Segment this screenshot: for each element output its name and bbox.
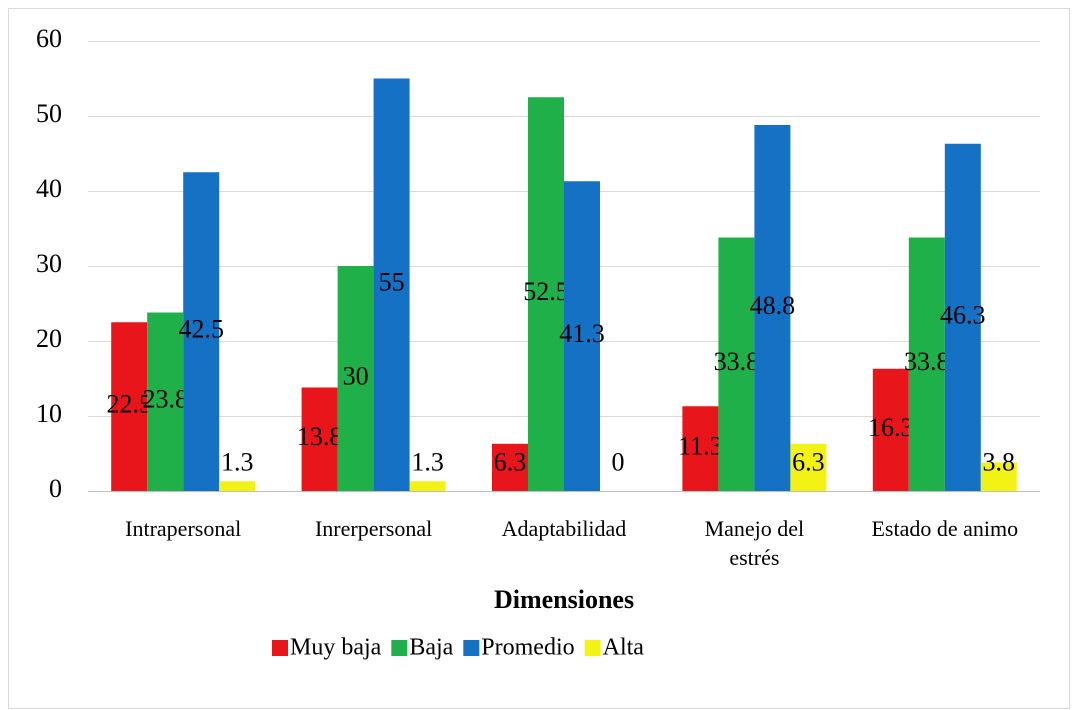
value-label: 11.3 bbox=[678, 432, 723, 461]
x-tick-label: Adaptabilidad bbox=[502, 516, 627, 541]
legend-swatch bbox=[272, 640, 288, 656]
legend-label: Muy baja bbox=[290, 635, 382, 661]
bar bbox=[944, 143, 981, 491]
bar bbox=[872, 368, 909, 491]
bar bbox=[754, 125, 791, 491]
x-tick-label-line: Estado de animo bbox=[871, 516, 1018, 541]
y-tick-label: 10 bbox=[36, 399, 62, 428]
value-label: 0 bbox=[612, 448, 625, 477]
legend-swatch bbox=[584, 640, 601, 656]
x-tick-label: Manejo del estrés bbox=[705, 516, 805, 570]
value-label: 13.8 bbox=[297, 422, 343, 451]
y-tick-label: 0 bbox=[49, 474, 62, 503]
bar bbox=[219, 481, 256, 491]
legend-label: Alta bbox=[603, 635, 645, 661]
value-label: 23.8 bbox=[142, 385, 188, 414]
y-tick-label: 60 bbox=[36, 24, 62, 53]
bar bbox=[980, 462, 1017, 491]
y-tick-label: 40 bbox=[36, 174, 62, 203]
bar bbox=[908, 237, 945, 491]
bar bbox=[373, 78, 410, 491]
value-label: 46.3 bbox=[940, 300, 986, 329]
bar bbox=[790, 443, 827, 491]
value-label: 33.8 bbox=[714, 347, 760, 376]
x-tick-label-line: Manejo del bbox=[705, 516, 805, 541]
x-tick-label: Intrapersonal bbox=[125, 516, 241, 541]
value-label: 3.8 bbox=[983, 448, 1016, 477]
x-axis-label: Dimensiones bbox=[494, 585, 634, 614]
bar bbox=[682, 406, 719, 491]
bar bbox=[111, 322, 148, 491]
bar bbox=[718, 237, 755, 491]
value-label: 42.5 bbox=[178, 315, 224, 344]
value-label: 1.3 bbox=[221, 448, 254, 477]
value-label: 6.3 bbox=[792, 448, 825, 477]
legend-swatch bbox=[391, 640, 408, 656]
value-label: 1.3 bbox=[411, 448, 444, 477]
value-label: 52.5 bbox=[523, 277, 569, 306]
y-tick-label: 20 bbox=[36, 324, 62, 353]
x-tick-label-line: Intrapersonal bbox=[125, 516, 241, 541]
bar bbox=[147, 312, 184, 491]
value-label: 33.8 bbox=[904, 347, 950, 376]
bar bbox=[301, 387, 338, 491]
value-label: 48.8 bbox=[750, 291, 796, 320]
y-tick-label: 30 bbox=[36, 249, 62, 278]
bar bbox=[528, 97, 564, 491]
legend-label: Baja bbox=[409, 635, 453, 661]
x-tick-label-line: estrés bbox=[729, 545, 779, 570]
value-label: 41.3 bbox=[559, 319, 605, 348]
y-tick-label: 50 bbox=[36, 99, 62, 128]
x-tick-label: Estado de animo bbox=[871, 516, 1018, 541]
bar bbox=[564, 181, 600, 491]
value-label: 6.3 bbox=[494, 448, 527, 477]
x-tick-label-line: Inrerpersonal bbox=[315, 516, 432, 541]
value-label: 30 bbox=[343, 361, 369, 390]
bar bbox=[337, 266, 374, 491]
value-label: 55 bbox=[379, 268, 405, 297]
value-label: 16.3 bbox=[868, 413, 914, 442]
legend-swatch bbox=[463, 640, 480, 656]
bar bbox=[409, 481, 446, 491]
x-tick-label-line: Adaptabilidad bbox=[502, 516, 627, 541]
x-tick-label: Inrerpersonal bbox=[315, 516, 432, 541]
bar bbox=[183, 172, 220, 491]
value-label: 22.5 bbox=[106, 390, 152, 419]
legend-label: Promedio bbox=[481, 635, 574, 661]
bar bbox=[492, 443, 528, 491]
